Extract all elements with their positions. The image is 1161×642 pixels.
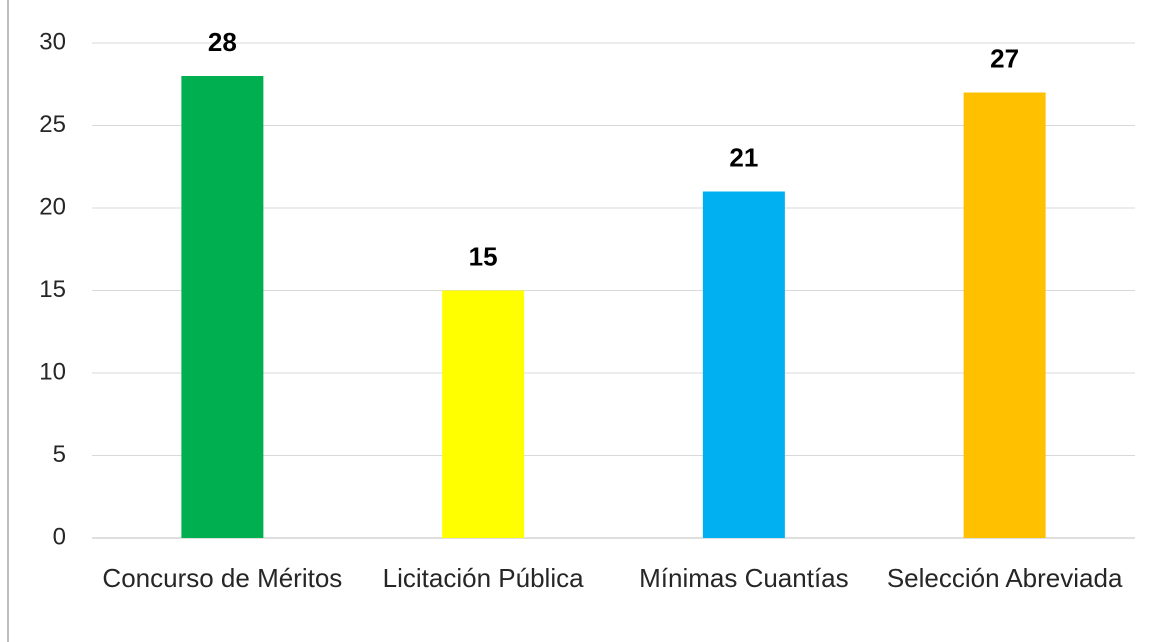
bar [442,290,525,538]
y-tick-label: 5 [53,441,66,468]
y-tick-label: 30 [39,28,66,55]
value-label: 21 [729,142,758,172]
x-tick-label: Mínimas Cuantías [639,563,849,593]
value-label: 15 [469,241,498,271]
y-tick-label: 10 [39,358,66,385]
bar [702,191,785,538]
y-tick-label: 15 [39,276,66,303]
x-tick-label: Selección Abreviada [886,563,1123,593]
y-tick-label: 25 [39,111,66,138]
value-label: 28 [208,27,237,57]
x-tick-label: Licitación Pública [382,563,584,593]
bar [963,92,1046,538]
value-label: 27 [990,43,1019,73]
y-tick-label: 20 [39,193,66,220]
x-tick-label: Concurso de Méritos [102,563,343,593]
y-tick-label: 0 [53,523,66,550]
bar [181,76,264,538]
